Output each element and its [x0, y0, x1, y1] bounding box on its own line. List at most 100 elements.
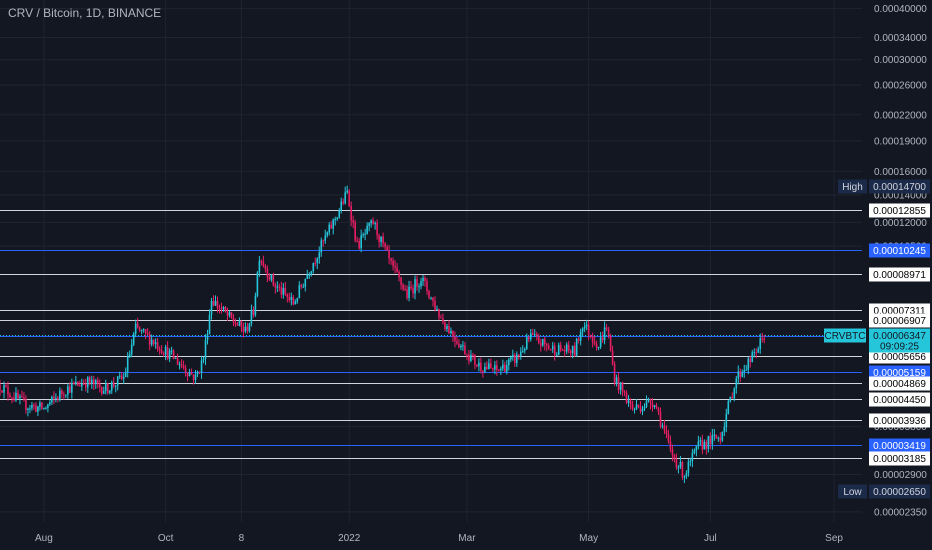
candle-body: [228, 312, 231, 316]
candle: [350, 201, 352, 227]
level-badge-box: [869, 438, 930, 453]
candle: [693, 448, 696, 455]
candle-body: [490, 363, 492, 368]
candle: [545, 342, 548, 352]
candle-body: [376, 223, 378, 236]
candle: [478, 358, 480, 372]
candle-body: [512, 354, 514, 357]
candle: [374, 221, 376, 230]
candle-body: [330, 224, 333, 229]
candle-body: [198, 371, 201, 373]
candle-body: [723, 427, 726, 432]
candle: [128, 350, 131, 358]
candle-body: [142, 329, 145, 331]
level-badge-value: 0.00004450: [873, 395, 926, 406]
candle: [549, 348, 552, 351]
candle-body: [727, 401, 730, 414]
low-value-box: [869, 484, 930, 499]
candle-body: [537, 336, 540, 344]
candle-body: [394, 265, 396, 268]
candle-body: [246, 326, 249, 331]
time-tick-label: 8: [239, 533, 245, 544]
candle-body: [37, 406, 39, 412]
price-tick-label: 0.00022000: [874, 110, 927, 121]
candle: [402, 283, 404, 292]
candle-body: [717, 437, 720, 439]
candle: [358, 237, 360, 250]
candle-body: [98, 383, 101, 388]
candle-body: [264, 266, 267, 269]
candle: [252, 306, 255, 318]
candle-body: [33, 405, 35, 407]
candle-body: [262, 261, 265, 267]
candle: [92, 375, 95, 391]
candle: [63, 391, 65, 400]
candle: [342, 198, 345, 206]
candle-body: [138, 327, 141, 331]
candle-body: [184, 368, 187, 373]
candle-body: [130, 344, 133, 355]
candle: [284, 282, 287, 296]
candle-body: [278, 286, 281, 288]
candle: [75, 375, 77, 386]
candle: [408, 280, 410, 302]
candle-body: [94, 380, 97, 385]
candle-body: [486, 366, 488, 370]
candle-body: [442, 318, 444, 323]
candle-body: [57, 397, 59, 400]
candle-body: [71, 383, 73, 393]
candle-body: [212, 300, 215, 306]
candle: [641, 405, 644, 416]
time-tick-label: Aug: [35, 533, 53, 544]
candle-body: [170, 350, 173, 352]
level-price-badge: 0.00004869: [869, 376, 930, 391]
candle-body: [238, 320, 241, 326]
candle: [537, 333, 540, 345]
candle: [77, 381, 79, 387]
candle-body: [110, 382, 113, 391]
candle: [623, 389, 626, 397]
candle-body: [404, 289, 406, 291]
candle: [611, 345, 614, 366]
bar-countdown: 09:09:25: [880, 342, 919, 353]
candle: [166, 341, 169, 361]
candle-body: [45, 407, 47, 409]
candle: [529, 329, 532, 342]
candle: [208, 309, 211, 335]
candle: [202, 356, 205, 364]
candle-body: [468, 354, 470, 362]
candle: [112, 376, 115, 389]
candle-body: [521, 350, 524, 352]
candle-body: [721, 431, 724, 441]
candle-body: [288, 297, 291, 301]
candle: [535, 331, 538, 341]
candle: [238, 317, 241, 327]
time-axis[interactable]: Aug Oct 8 2022 Mar May Jul Sep: [35, 533, 843, 544]
candle-body: [160, 350, 163, 354]
candle-body: [272, 274, 275, 286]
candle-body: [753, 352, 756, 354]
candle: [753, 348, 756, 358]
candle: [669, 435, 672, 453]
candle: [260, 259, 263, 266]
candle: [496, 360, 498, 376]
candle: [102, 386, 105, 395]
candle: [484, 362, 486, 374]
candle: [759, 333, 762, 354]
candle: [250, 304, 253, 327]
candle-body: [304, 278, 307, 287]
candle-body: [356, 240, 358, 242]
candle-body: [400, 277, 402, 285]
candle-body: [368, 223, 370, 226]
candle-body: [234, 322, 237, 325]
candle: [597, 346, 600, 351]
candle: [621, 381, 624, 397]
candle: [25, 395, 27, 414]
candle: [304, 278, 307, 292]
candle: [234, 318, 237, 327]
candle: [51, 395, 53, 405]
candle: [172, 349, 175, 360]
candle: [11, 396, 13, 404]
candle: [629, 398, 632, 410]
